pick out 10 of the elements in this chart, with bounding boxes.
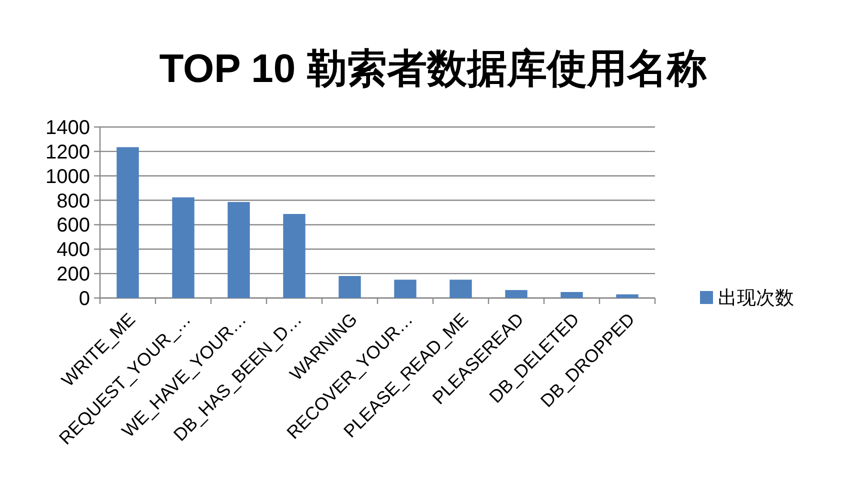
y-tick-label: 200 — [56, 264, 90, 286]
y-tick-label: 400 — [56, 239, 90, 262]
y-tick-label: 1000 — [46, 166, 90, 188]
y-tick-label: 1200 — [46, 141, 90, 164]
chart-title: TOP 10 勒索者数据库使用名称 — [159, 47, 707, 91]
y-tick-label: 1400 — [46, 117, 90, 139]
legend-label: 出现次数 — [718, 288, 794, 309]
y-tick-label: 800 — [56, 190, 90, 212]
y-tick-label: 0 — [78, 288, 90, 310]
y-tick-label: 600 — [56, 214, 90, 237]
